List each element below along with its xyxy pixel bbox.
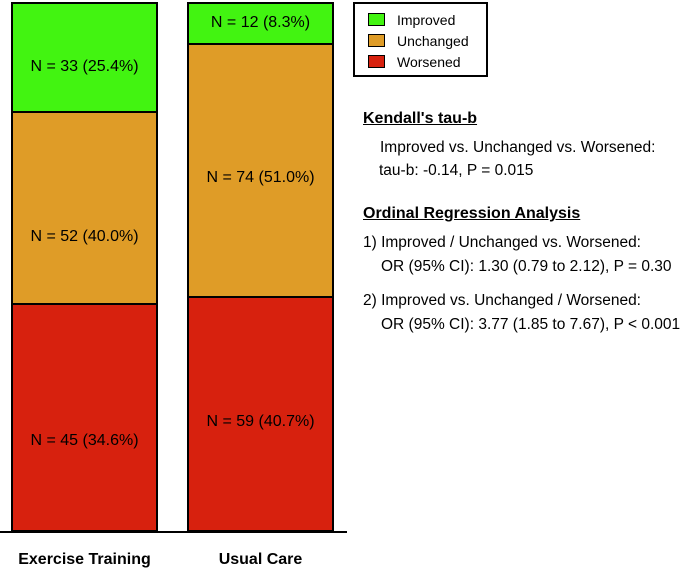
segment-exercise-unchanged: [13, 111, 156, 303]
ordinal-item2-comparison: 2) Improved vs. Unchanged / Worsened:: [363, 292, 641, 309]
legend-item-worsened: Worsened: [368, 51, 486, 72]
ordinal-item2-result: OR (95% CI): 3.77 (1.85 to 7.67), P < 0.…: [381, 316, 681, 333]
worsened-swatch-icon: [368, 55, 385, 68]
segment-exercise-improved: [13, 4, 156, 111]
legend-label-unchanged: Unchanged: [397, 32, 469, 49]
segment-exercise-worsened: [13, 303, 156, 530]
legend-item-improved: Improved: [368, 9, 486, 30]
legend-item-unchanged: Unchanged: [368, 30, 486, 51]
legend-box: Improved Unchanged Worsened: [353, 2, 488, 77]
segment-label-usual-worsened: N = 59 (40.7%): [206, 413, 315, 430]
ordinal-item1-result: OR (95% CI): 1.30 (0.79 to 2.12), P = 0.…: [381, 258, 672, 275]
legend-label-worsened: Worsened: [397, 53, 461, 70]
bar-exercise-training: [11, 2, 158, 532]
bar-usual-care: [187, 2, 334, 532]
category-label-exercise-training: Exercise Training: [18, 551, 151, 568]
legend-label-improved: Improved: [397, 11, 456, 28]
improved-swatch-icon: [368, 13, 385, 26]
ordinal-regression-heading: Ordinal Regression Analysis: [363, 205, 581, 222]
unchanged-swatch-icon: [368, 34, 385, 47]
segment-label-exercise-improved: N = 33 (25.4%): [30, 58, 139, 75]
segment-usual-improved: [189, 4, 332, 43]
segment-usual-worsened: [189, 296, 332, 530]
segment-label-exercise-unchanged: N = 52 (40.0%): [30, 228, 139, 245]
segment-usual-unchanged: [189, 43, 332, 296]
kendall-tau-heading: Kendall's tau-b: [363, 110, 478, 127]
kendall-result-line: tau-b: -0.14, P = 0.015: [379, 162, 534, 179]
category-label-usual-care: Usual Care: [218, 551, 303, 568]
ordinal-item1-comparison: 1) Improved / Unchanged vs. Worsened:: [363, 234, 641, 251]
x-axis-baseline: [0, 531, 347, 533]
kendall-comparison-line: Improved vs. Unchanged vs. Worsened:: [380, 139, 656, 156]
segment-label-usual-unchanged: N = 74 (51.0%): [206, 169, 315, 186]
segment-label-usual-improved: N = 12 (8.3%): [210, 14, 311, 31]
segment-label-exercise-worsened: N = 45 (34.6%): [30, 432, 139, 449]
